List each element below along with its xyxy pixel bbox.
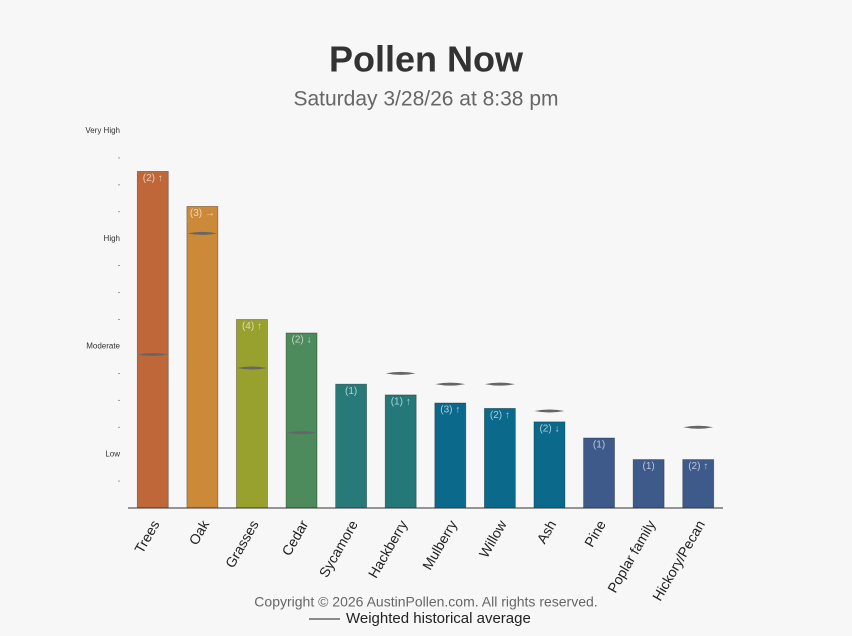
historical-marker — [484, 382, 515, 386]
historical-marker — [137, 353, 168, 357]
historical-marker — [683, 425, 714, 429]
bar — [483, 407, 516, 509]
historical-marker — [435, 382, 466, 386]
bar — [236, 319, 268, 509]
bar-label: (3) ↑ — [440, 405, 460, 416]
bar-label: (2) ↓ — [292, 335, 312, 346]
bar-label: (3) → — [190, 208, 215, 219]
bar — [186, 205, 219, 509]
bar-label: (1) — [593, 440, 605, 451]
y-tick-label: Low — [105, 449, 120, 458]
bar — [533, 421, 566, 509]
bar — [434, 402, 467, 509]
bar — [682, 459, 715, 509]
bar — [384, 394, 417, 509]
footer: Copyright © 2026 AustinPollen.com. All r… — [254, 594, 597, 610]
historical-marker — [187, 231, 218, 235]
bar — [285, 332, 318, 509]
historical-marker — [236, 366, 267, 370]
historical-marker — [385, 371, 416, 375]
bar-label: (1) — [345, 386, 357, 397]
chart-title: Pollen Now — [329, 39, 524, 80]
legend-label: Weighted historical average — [346, 610, 531, 627]
bar-label: (1) ↑ — [391, 397, 411, 408]
y-tick-label: High — [104, 234, 120, 243]
bar-label: (2) ↓ — [539, 423, 559, 434]
bar-label: (2) ↑ — [688, 461, 708, 472]
bar — [335, 383, 368, 509]
bar-label: (1) — [643, 461, 655, 472]
historical-marker — [286, 431, 317, 435]
y-tick-label: Very High — [85, 126, 120, 135]
bar-label: (2) ↑ — [490, 410, 510, 421]
chart-subtitle: Saturday 3/28/26 at 8:38 pm — [293, 88, 558, 111]
historical-marker — [534, 409, 565, 413]
y-tick-label: Moderate — [86, 342, 120, 351]
bar — [136, 170, 169, 509]
bar-label: (2) ↑ — [143, 173, 163, 184]
bar-label: (4) ↑ — [242, 321, 262, 332]
